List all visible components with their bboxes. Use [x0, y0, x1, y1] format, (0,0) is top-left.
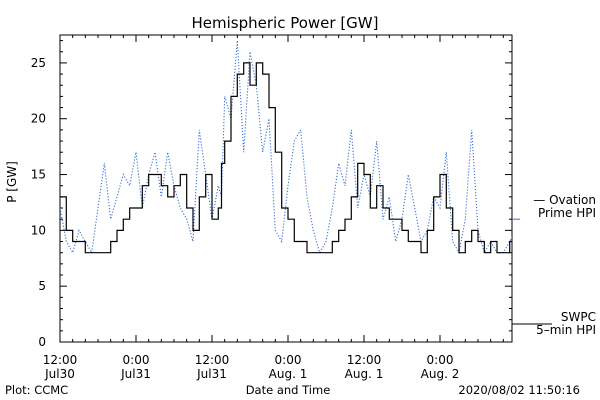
x-tick-label-date: Jul30 — [44, 367, 75, 381]
series-line-swpc-5-min-hpi — [60, 62, 512, 254]
y-tick-label: 20 — [31, 112, 46, 126]
y-tick-label: 10 — [31, 223, 46, 237]
x-tick-label-date: Aug. 1 — [269, 367, 308, 381]
x-tick-label-time: 12:00 — [195, 353, 230, 367]
legend-label: Prime HPI — [538, 206, 596, 220]
series-layer — [60, 40, 512, 255]
x-tick-label-time: 12:00 — [43, 353, 78, 367]
plot-axes: 051015202512:00Jul300:00Jul3112:00Jul310… — [31, 34, 513, 381]
chart-title: Hemispheric Power [GW] — [192, 14, 379, 32]
plot-frame — [59, 34, 513, 343]
footer-plot-credit: Plot: CCMC — [5, 383, 68, 397]
x-tick-label-date: Aug. 1 — [345, 367, 384, 381]
x-tick-label-time: 0:00 — [123, 353, 150, 367]
legend-label: 5–min HPI — [536, 323, 596, 337]
legend-label: SWPC — [561, 310, 596, 324]
footer-x-axis-title: Date and Time — [246, 383, 331, 397]
y-tick-label: 15 — [31, 168, 46, 182]
y-axis-label: P [GW] — [5, 161, 19, 203]
y-tick-label: 0 — [38, 335, 46, 349]
series-line-ovation-prime-hpi — [60, 40, 512, 255]
y-tick-label: 25 — [31, 56, 46, 70]
x-tick-label-time: 12:00 — [347, 353, 382, 367]
x-tick-label-date: Jul31 — [196, 367, 227, 381]
x-tick-label-time: 0:00 — [427, 353, 454, 367]
x-tick-label-time: 0:00 — [275, 353, 302, 367]
x-tick-label-date: Jul31 — [120, 367, 151, 381]
x-tick-label-date: Aug. 2 — [421, 367, 460, 381]
legend-label: — Ovation — [533, 193, 596, 207]
footer-timestamp: 2020/08/02 11:50:16 — [458, 383, 580, 397]
y-tick-label: 5 — [38, 279, 46, 293]
